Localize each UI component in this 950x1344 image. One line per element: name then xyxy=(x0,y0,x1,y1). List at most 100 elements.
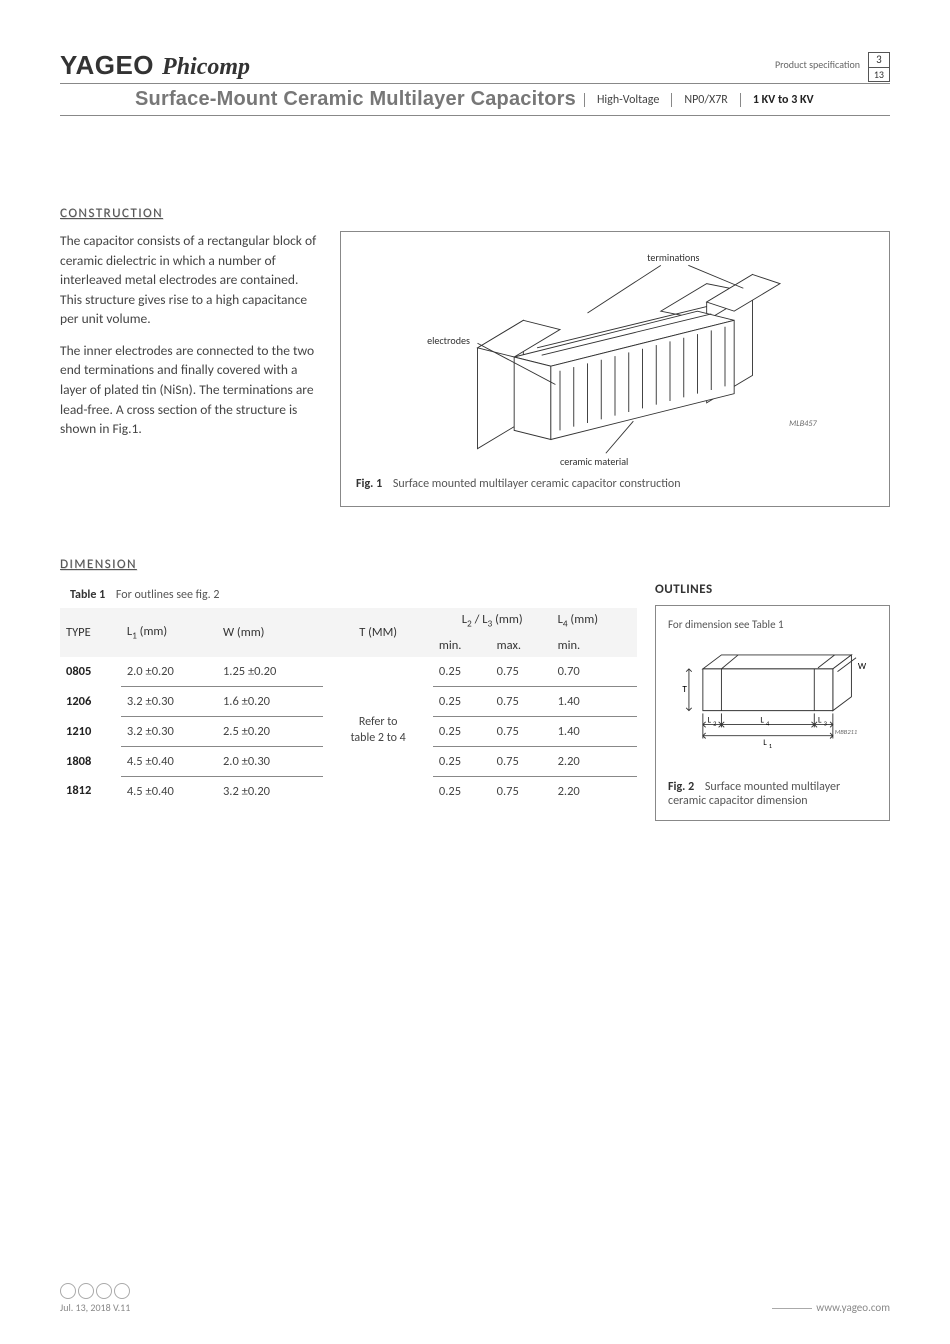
cell-w: 2.5 ±0.20 xyxy=(217,716,323,746)
col-l4-min: min. xyxy=(552,634,637,657)
cell-l4: 1.40 xyxy=(552,686,637,716)
svg-text:terminations: terminations xyxy=(647,251,699,264)
cell-l23max: 0.75 xyxy=(491,686,552,716)
svg-text:1: 1 xyxy=(769,742,772,750)
cell-l23max: 0.75 xyxy=(491,776,552,806)
cell-w: 1.25 ±0.20 xyxy=(217,657,323,687)
svg-text:L: L xyxy=(708,716,712,726)
cell-l1: 3.2 ±0.30 xyxy=(121,686,217,716)
figure-2-note: For dimension see Table 1 xyxy=(668,618,877,631)
dimension-section: Table 1 For outlines see fig. 2 TYPE L1 … xyxy=(60,582,890,821)
product-spec-label: Product specification xyxy=(775,58,860,71)
figure-1-number: Fig. 1 xyxy=(356,477,382,491)
svg-text:L: L xyxy=(818,716,822,726)
col-l23-min: min. xyxy=(433,634,491,657)
outlines-heading: OUTLINES xyxy=(655,582,890,597)
cell-l23min: 0.25 xyxy=(433,716,491,746)
dimension-heading: DIMENSION xyxy=(60,557,890,572)
cert-icon xyxy=(114,1283,130,1299)
col-l4: L4 (mm) xyxy=(552,608,637,634)
footer-url: www.yageo.com xyxy=(772,1301,890,1314)
construction-section: The capacitor consists of a rectangular … xyxy=(60,231,890,507)
dimension-table-area: Table 1 For outlines see fig. 2 TYPE L1 … xyxy=(60,582,637,806)
figure-2-caption: Fig. 2 Surface mounted multilayer cerami… xyxy=(668,780,877,808)
footer-date: Jul. 13, 2018 V.11 xyxy=(60,1301,130,1314)
subhead-cell-2: NP0/X7R xyxy=(671,93,740,107)
construction-p2: The inner electrodes are connected to th… xyxy=(60,341,320,439)
page-current: 3 xyxy=(868,52,890,68)
cert-icon xyxy=(60,1283,76,1299)
outlines-column: OUTLINES For dimension see Table 1 T xyxy=(655,582,890,821)
cell-l23max: 0.75 xyxy=(491,716,552,746)
figure-2-number: Fig. 2 xyxy=(668,780,694,794)
page-number-box: 3 13 xyxy=(868,52,890,82)
svg-text:4: 4 xyxy=(766,720,770,728)
figure-1-box: terminations electrodes ceramic material… xyxy=(340,231,890,507)
svg-text:electrodes: electrodes xyxy=(427,334,470,347)
page-total: 13 xyxy=(868,68,890,82)
cell-l1: 4.5 ±0.40 xyxy=(121,746,217,776)
figure-1-caption: Fig. 1 Surface mounted multilayer cerami… xyxy=(356,477,874,491)
cell-w: 1.6 ±0.20 xyxy=(217,686,323,716)
table-1-caption: Table 1 For outlines see fig. 2 xyxy=(70,588,637,602)
construction-text: The capacitor consists of a rectangular … xyxy=(60,231,320,507)
cert-icon xyxy=(96,1283,112,1299)
brand-phicomp: Phicomp xyxy=(162,54,250,81)
cell-l23min: 0.25 xyxy=(433,746,491,776)
cell-l4: 1.40 xyxy=(552,716,637,746)
table-1-text: For outlines see fig. 2 xyxy=(116,588,220,602)
construction-p1: The capacitor consists of a rectangular … xyxy=(60,231,320,329)
figure-1-text: Surface mounted multilayer ceramic capac… xyxy=(393,477,681,491)
cell-l23min: 0.25 xyxy=(433,776,491,806)
capacitor-construction-diagram: terminations electrodes ceramic material… xyxy=(356,247,874,467)
document-title: Surface-Mount Ceramic Multilayer Capacit… xyxy=(135,88,576,111)
cell-l23max: 0.75 xyxy=(491,746,552,776)
col-w: W (mm) xyxy=(217,608,323,657)
svg-text:L: L xyxy=(763,738,767,748)
cert-icons xyxy=(60,1283,130,1299)
brand-row: YAGEO Phicomp xyxy=(60,50,890,84)
col-l23-max: max. xyxy=(491,634,552,657)
svg-text:MLB457: MLB457 xyxy=(789,419,817,429)
figure-2-box: For dimension see Table 1 T W xyxy=(655,605,890,821)
cell-l23min: 0.25 xyxy=(433,657,491,687)
cell-w: 2.0 ±0.30 xyxy=(217,746,323,776)
svg-text:T: T xyxy=(682,684,687,695)
page-footer: Jul. 13, 2018 V.11 www.yageo.com xyxy=(60,1283,890,1314)
cell-l1: 2.0 ±0.20 xyxy=(121,657,217,687)
cell-l23min: 0.25 xyxy=(433,686,491,716)
col-l2l3: L2 / L3 (mm) xyxy=(433,608,552,634)
cell-type: 1206 xyxy=(60,686,121,716)
dimension-table: TYPE L1 (mm) W (mm) T (MM) L2 / L3 (mm) … xyxy=(60,608,637,806)
cell-w: 3.2 ±0.20 xyxy=(217,776,323,806)
cell-l4: 2.20 xyxy=(552,776,637,806)
col-type: TYPE xyxy=(60,608,121,657)
cell-type: 1808 xyxy=(60,746,121,776)
cell-l1: 4.5 ±0.40 xyxy=(121,776,217,806)
svg-text:ceramic material: ceramic material xyxy=(560,455,628,467)
subheader-row: Surface-Mount Ceramic Multilayer Capacit… xyxy=(60,84,890,116)
cell-t: Refer to table 2 to 4 xyxy=(323,657,432,806)
cell-type: 1210 xyxy=(60,716,121,746)
svg-text:MBB211: MBB211 xyxy=(835,728,858,736)
svg-text:2: 2 xyxy=(713,720,717,728)
col-l1: L1 (mm) xyxy=(121,608,217,657)
cell-type: 0805 xyxy=(60,657,121,687)
svg-text:L: L xyxy=(760,716,764,726)
svg-text:W: W xyxy=(858,661,867,672)
table-1-number: Table 1 xyxy=(70,588,105,602)
table-row: 08052.0 ±0.201.25 ±0.20Refer to table 2 … xyxy=(60,657,637,687)
cell-l4: 0.70 xyxy=(552,657,637,687)
col-t: T (MM) xyxy=(323,608,432,657)
cert-icon xyxy=(78,1283,94,1299)
construction-heading: CONSTRUCTION xyxy=(60,206,890,221)
cell-l1: 3.2 ±0.30 xyxy=(121,716,217,746)
cell-type: 1812 xyxy=(60,776,121,806)
svg-text:3: 3 xyxy=(824,720,828,728)
footer-left: Jul. 13, 2018 V.11 xyxy=(60,1283,130,1314)
cell-l23max: 0.75 xyxy=(491,657,552,687)
capacitor-dimension-diagram: T W xyxy=(668,641,877,771)
brand-yageo: YAGEO xyxy=(60,50,154,81)
cell-l4: 2.20 xyxy=(552,746,637,776)
page-header: YAGEO Phicomp Product specification 3 13… xyxy=(60,50,890,116)
